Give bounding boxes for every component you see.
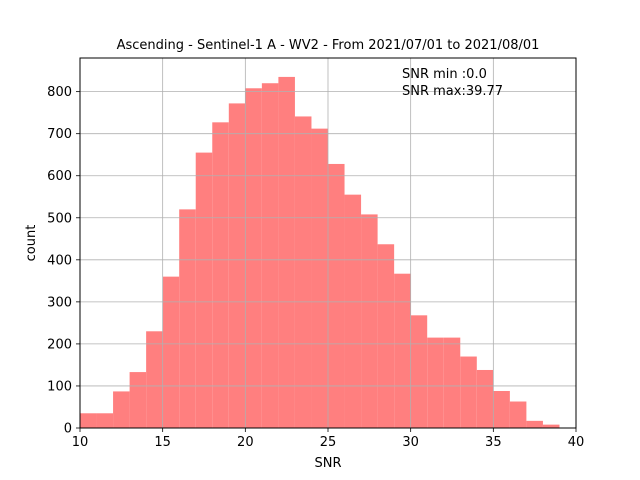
histogram-bar-19 (394, 273, 411, 428)
x-tick-label: 35 (485, 435, 502, 450)
x-tick-label: 40 (568, 435, 585, 450)
histogram-bar-0 (80, 413, 97, 428)
x-tick-label: 10 (72, 435, 89, 450)
histogram-bar-10 (245, 88, 262, 428)
histogram-bar-15 (328, 163, 345, 429)
histogram-bar-20 (410, 315, 428, 428)
y-tick-label: 100 (47, 379, 72, 394)
x-tick-label: 15 (154, 435, 171, 450)
x-tick-label: 20 (237, 435, 254, 450)
snr-min-annotation: SNR min :0.0 (402, 67, 487, 82)
histogram-bar-23 (460, 356, 477, 428)
x-axis-label: SNR (314, 456, 341, 471)
bars-group (80, 76, 560, 429)
histogram-bar-21 (427, 337, 444, 428)
x-tick-label: 30 (402, 435, 419, 450)
y-tick-label: 300 (47, 295, 72, 310)
y-tick-label: 500 (47, 211, 72, 226)
histogram-bar-8 (212, 122, 229, 429)
histogram-bar-7 (195, 152, 213, 428)
histogram-bar-13 (294, 116, 312, 429)
histogram-bar-12 (278, 76, 295, 428)
histogram-bar-9 (228, 103, 246, 428)
histogram-bar-17 (361, 214, 378, 428)
x-tick-label: 25 (320, 435, 337, 450)
y-tick-label: 600 (47, 169, 72, 184)
y-axis-label: count (24, 225, 39, 262)
histogram-bar-2 (113, 391, 130, 428)
chart-title: Ascending - Sentinel-1 A - WV2 - From 20… (117, 38, 540, 53)
y-tick-label: 700 (47, 127, 72, 142)
y-tick-label: 800 (47, 85, 72, 100)
histogram-bar-3 (129, 372, 147, 428)
histogram-bar-4 (146, 331, 163, 428)
histogram-bar-28 (542, 424, 560, 428)
histogram-bar-16 (344, 194, 362, 428)
histogram-bar-18 (377, 244, 395, 428)
y-tick-label: 400 (47, 253, 72, 268)
histogram-bar-1 (96, 413, 114, 428)
snr-max-annotation: SNR max:39.77 (402, 84, 503, 99)
histogram-bar-22 (443, 337, 461, 428)
histogram-bar-14 (311, 128, 328, 429)
y-tick-label: 200 (47, 337, 72, 352)
histogram-bar-11 (261, 83, 279, 429)
histogram-bar-5 (162, 276, 180, 428)
histogram-bar-25 (493, 391, 510, 428)
histogram-bar-26 (509, 401, 527, 428)
y-tick-label: 0 (64, 422, 72, 437)
histogram-bar-6 (179, 209, 196, 428)
histogram-bar-27 (526, 420, 543, 428)
histogram-bar-24 (476, 369, 494, 428)
